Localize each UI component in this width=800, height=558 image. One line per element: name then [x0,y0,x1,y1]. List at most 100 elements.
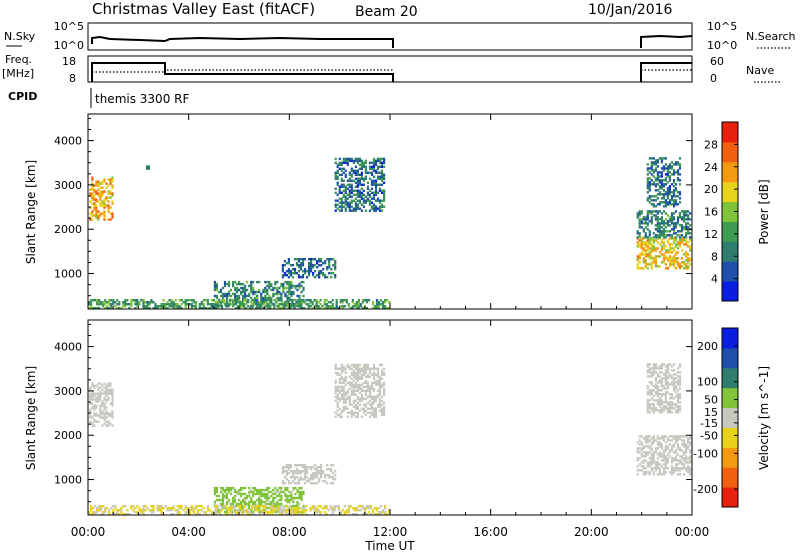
echo-cell [285,513,288,516]
echo-cell [259,305,262,308]
echo-cell [245,505,248,508]
echo-cell [656,247,659,250]
echo-cell [644,216,647,219]
echo-cell [103,216,106,219]
echo-cell [334,276,337,279]
echo-cell [108,303,111,306]
echo-cell [348,375,351,378]
echo-cell [362,369,365,372]
echo-cell [97,420,100,423]
echo-cell [305,303,308,306]
echo-cell [334,171,337,174]
echo-cell [334,395,337,398]
echo-cell [354,365,357,368]
echo-cell [640,449,643,452]
echo-cell [656,183,659,186]
echo-cell [250,488,253,492]
echo-cell [349,307,352,310]
echo-cell [666,363,669,366]
echo-cell [654,263,657,266]
echo-cell [334,260,337,263]
echo-cell [656,218,659,221]
echo-cell [672,407,676,410]
echo-cell [258,280,261,284]
echo-cell [672,232,676,235]
echo-cell [101,202,104,205]
echo-cell [672,363,676,366]
echo-cell [650,403,653,406]
echo-cell [283,509,286,512]
echo-cell [329,305,332,308]
echo-cell [176,509,179,512]
echo-cell [656,441,659,444]
echo-cell [664,236,667,239]
echo-cell [215,498,218,502]
echo-cell [660,447,663,450]
echo-cell [214,301,217,304]
echo-cell [270,284,273,288]
echo-cell [648,253,651,256]
echo-cell [658,467,661,470]
echo-cell [109,190,112,193]
echo-cell [662,241,665,244]
echo-cell [107,382,110,385]
station-title: Christmas Valley East (fitACF) [92,0,315,18]
echo-cell [676,389,680,392]
echo-cell [332,258,335,261]
echo-cell [286,294,289,298]
echo-cell [103,386,106,389]
echo-cell [658,226,661,229]
echo-cell [332,482,335,485]
echo-cell [378,405,382,408]
echo-cell [270,500,273,504]
echo-cell [172,303,175,306]
echo-cell [160,307,163,310]
echo-cell [95,204,98,207]
echo-cell [307,303,310,306]
echo-cell [356,193,359,196]
echo-cell [678,447,682,450]
echo-cell [376,177,380,180]
echo-cell [126,513,129,516]
echo-cell [361,301,364,304]
echo-cell [206,307,209,310]
echo-cell [340,371,343,374]
colorbar-tick-label: -50 [700,429,718,442]
echo-cell [178,305,181,308]
echo-cell [344,191,347,194]
colorbar-segment [722,221,738,242]
echo-cell [662,232,665,235]
echo-cell [323,507,326,510]
echo-cell [235,511,238,514]
echo-cell [328,476,331,479]
echo-cell [301,509,304,512]
echo-cell [636,230,639,233]
echo-cell [358,183,361,186]
echo-cell [648,445,651,448]
echo-cell [676,405,680,408]
echo-cell [295,472,299,475]
echo-cell [646,239,649,242]
echo-cell [366,367,369,370]
echo-cell [262,500,265,504]
echo-cell [284,486,287,490]
echo-cell [213,486,216,490]
echo-cell [654,234,657,237]
echo-cell [340,203,343,206]
echo-cell [652,385,655,388]
echo-cell [266,292,269,296]
echo-cell [288,296,291,300]
echo-cell [658,381,661,384]
echo-cell [327,301,330,304]
echo-cell [346,389,349,392]
echo-cell [678,435,682,438]
echo-cell [335,505,338,508]
echo-cell [236,286,239,290]
echo-cell [297,480,301,483]
echo-cell [362,403,365,406]
echo-cell [95,384,98,387]
echo-cell [350,377,353,380]
echo-cell [660,371,663,374]
echo-cell [284,498,287,502]
